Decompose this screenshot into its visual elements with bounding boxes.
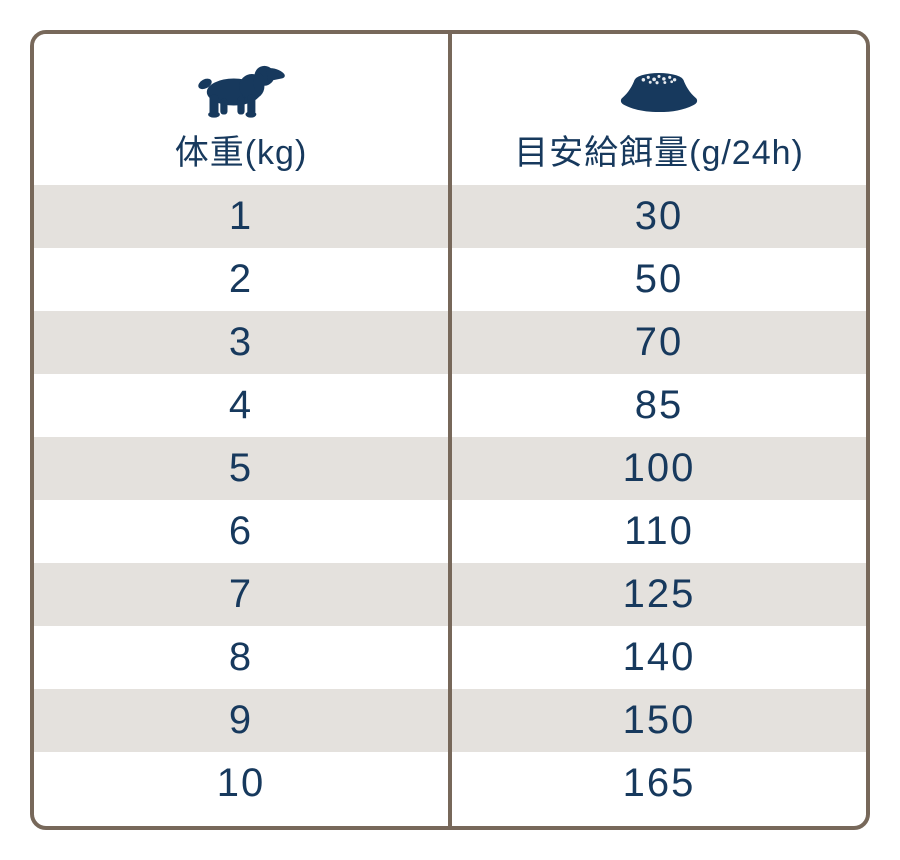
weight-cell: 4 — [34, 374, 448, 437]
weight-column: 体重(kg) 1 2 3 4 5 6 7 8 9 10 — [34, 34, 452, 826]
weight-cell: 3 — [34, 311, 448, 374]
weight-column-label: 体重(kg) — [174, 134, 308, 172]
amount-column-rows: 30 50 70 85 100 110 125 140 150 165 — [452, 185, 866, 815]
amount-cell: 110 — [452, 500, 866, 563]
amount-column: 目安給餌量(g/24h) 30 50 70 85 100 110 125 140 150 165 — [452, 34, 866, 826]
weight-cell: 6 — [34, 500, 448, 563]
amount-cell: 140 — [452, 626, 866, 689]
weight-cell: 2 — [34, 248, 448, 311]
amount-cell: 50 — [452, 248, 866, 311]
amount-column-label: 目安給餌量(g/24h) — [514, 134, 804, 172]
weight-column-header: 体重(kg) — [34, 34, 448, 185]
weight-cell: 9 — [34, 689, 448, 752]
weight-cell: 10 — [34, 752, 448, 815]
weight-cell: 5 — [34, 437, 448, 500]
bowl-icon — [618, 61, 700, 123]
amount-cell: 125 — [452, 563, 866, 626]
weight-cell: 1 — [34, 185, 448, 248]
dog-icon — [196, 61, 286, 123]
amount-column-header: 目安給餌量(g/24h) — [452, 34, 866, 185]
weight-cell: 7 — [34, 563, 448, 626]
amount-cell: 165 — [452, 752, 866, 815]
amount-cell: 150 — [452, 689, 866, 752]
amount-cell: 100 — [452, 437, 866, 500]
amount-cell: 85 — [452, 374, 866, 437]
amount-cell: 70 — [452, 311, 866, 374]
weight-column-rows: 1 2 3 4 5 6 7 8 9 10 — [34, 185, 448, 815]
weight-cell: 8 — [34, 626, 448, 689]
feeding-guide-table: 体重(kg) 1 2 3 4 5 6 7 8 9 10 — [30, 30, 870, 830]
amount-cell: 30 — [452, 185, 866, 248]
